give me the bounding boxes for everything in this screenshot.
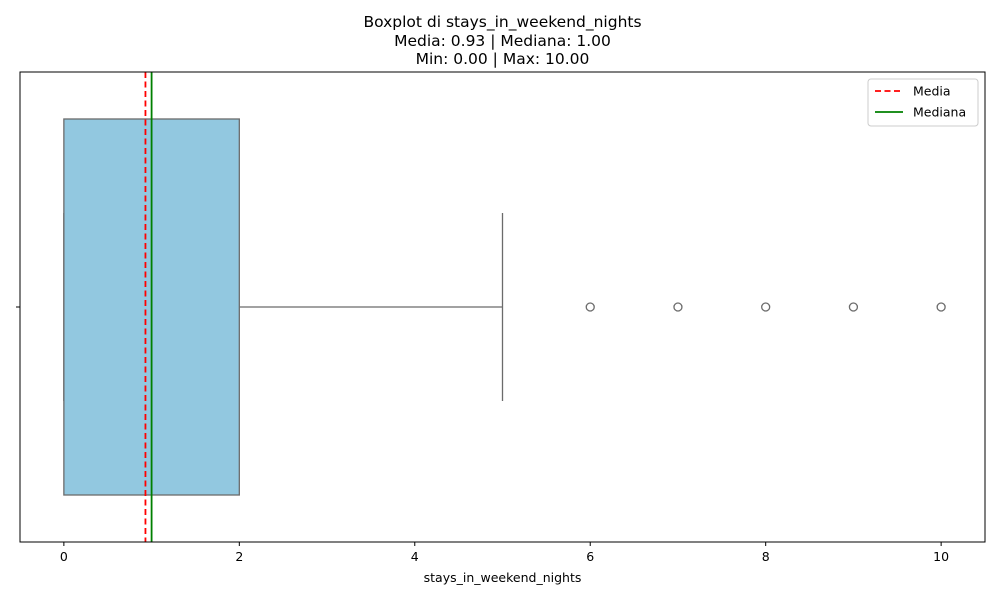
outlier-point <box>585 302 595 312</box>
plot-area <box>16 71 986 543</box>
outlier-point <box>936 302 946 312</box>
legend-media-label: Media <box>913 84 951 99</box>
outlier-point <box>848 302 859 312</box>
x-tick-label: 6 <box>586 549 594 564</box>
chart-title: Boxplot di stays_in_weekend_nights Media… <box>363 13 641 68</box>
legend: Media Mediana <box>867 78 979 127</box>
chart-title-line-2: Media: 0.93 | Mediana: 1.00 <box>394 32 611 50</box>
x-tick-label: 4 <box>411 549 419 564</box>
x-tick-label: 10 <box>933 549 949 564</box>
x-tick-label: 2 <box>235 549 243 564</box>
x-axis-ticks: 0 2 4 6 8 10 <box>60 542 949 564</box>
outlier-point <box>761 302 771 312</box>
chart-title-line-1: Boxplot di stays_in_weekend_nights <box>363 13 641 32</box>
x-axis-label: stays_in_weekend_nights <box>424 570 582 585</box>
outlier-point <box>673 302 683 312</box>
x-tick-label: 8 <box>762 549 770 564</box>
x-tick-label: 0 <box>60 549 68 564</box>
legend-mediana-label: Mediana <box>913 105 966 120</box>
chart-title-line-3: Min: 0.00 | Max: 10.00 <box>416 50 590 68</box>
